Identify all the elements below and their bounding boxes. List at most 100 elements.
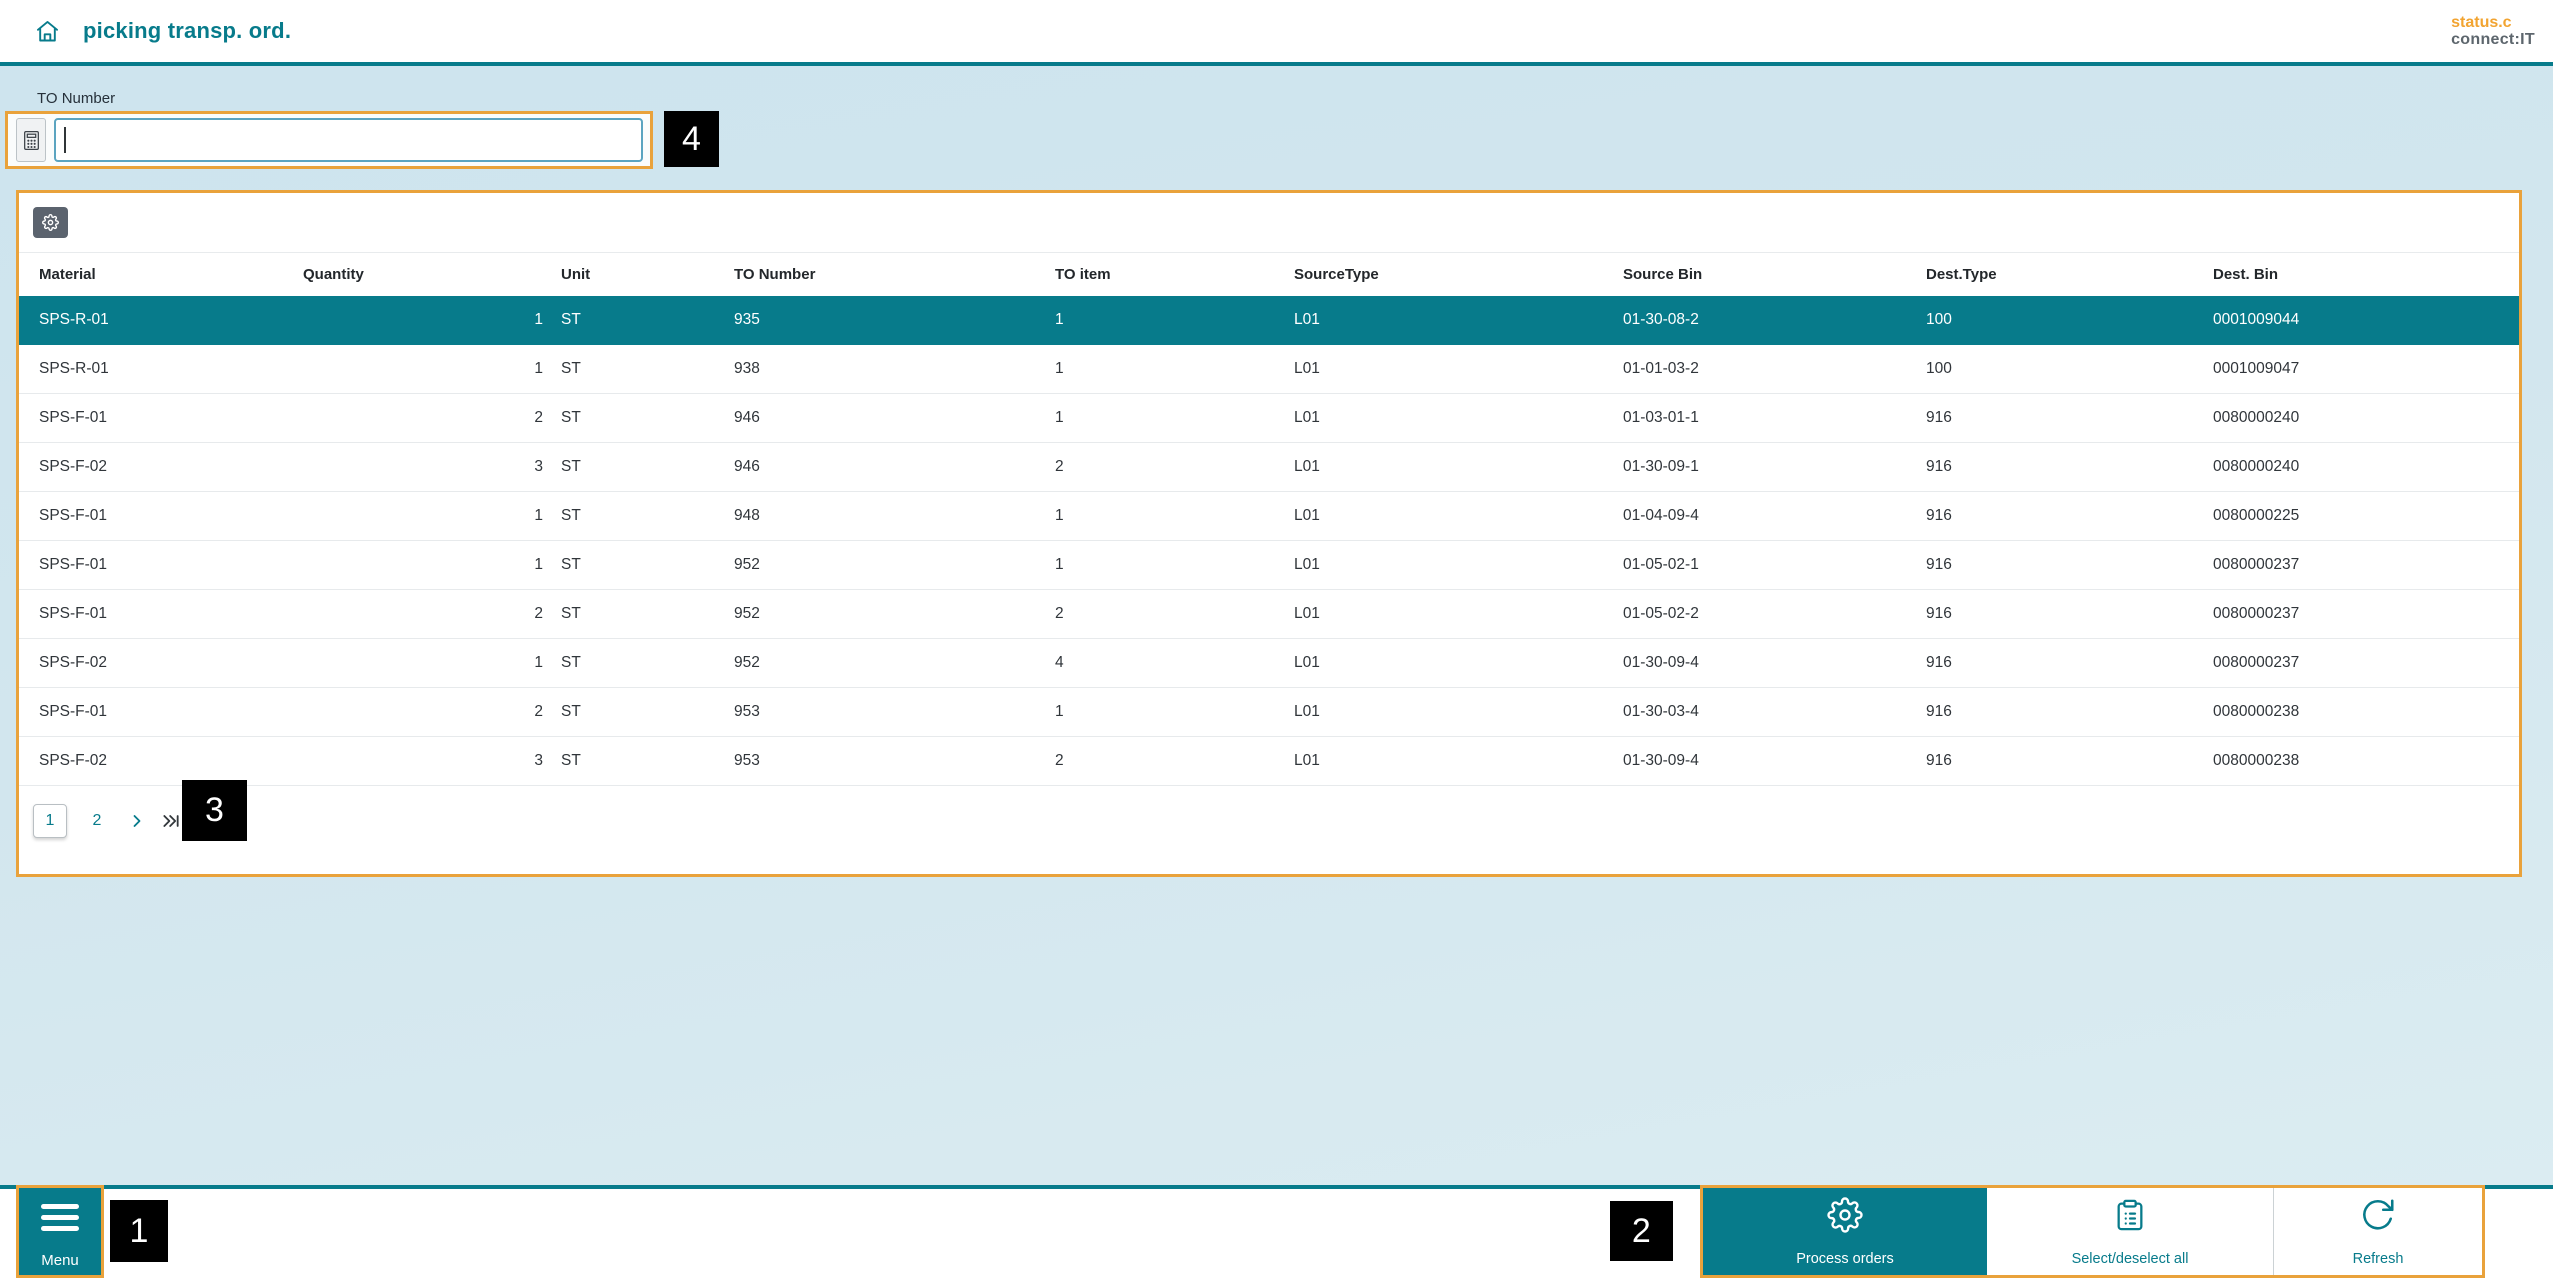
table-cell: 953	[734, 703, 760, 720]
table-cell: 01-30-09-4	[1623, 752, 1699, 769]
table-cell: 0001009044	[2213, 311, 2300, 328]
keypad-icon	[23, 130, 39, 150]
table-cell: 01-04-09-4	[1623, 507, 1699, 524]
table-cell: 1	[1055, 409, 1064, 426]
table-cell: 0080000225	[2213, 507, 2300, 524]
settings-gear-icon	[42, 214, 59, 231]
table-cell: ST	[561, 654, 581, 671]
gear-icon	[1827, 1197, 1863, 1233]
table-cell: 01-03-01-1	[1623, 409, 1699, 426]
chevron-right-icon	[133, 815, 141, 827]
table-cell: 100	[1926, 360, 1952, 377]
table-cell: 01-05-02-2	[1623, 605, 1699, 622]
table-cell: L01	[1294, 752, 1320, 769]
table-row[interactable]: SPS-F-02 3 ST 946 2 L01 01-30-09-1 916 008000024…	[19, 443, 2519, 492]
table-cell: L01	[1294, 605, 1320, 622]
action-buttons-group: Process orders Select/deselect all Refre…	[1700, 1185, 2485, 1278]
column-header-to-number[interactable]: TO Number	[734, 266, 816, 283]
table-cell: ST	[561, 458, 581, 475]
menu-button[interactable]: Menu	[16, 1185, 104, 1278]
table-cell: L01	[1294, 458, 1320, 475]
table-row[interactable]: SPS-F-02 3 ST 953 2 L01 01-30-09-4 916 008000023…	[19, 737, 2519, 786]
table-cell: 0080000238	[2213, 752, 2300, 769]
table-cell: 1	[1055, 507, 1064, 524]
table-cell: 916	[1926, 703, 1952, 720]
next-page-button[interactable]	[127, 811, 147, 831]
table-cell: 01-30-03-4	[1623, 703, 1699, 720]
table-cell: L01	[1294, 507, 1320, 524]
table-cell: ST	[561, 605, 581, 622]
table-cell: 0080000240	[2213, 409, 2300, 426]
table-header-row: Material Quantity Unit TO Number TO item Sour…	[19, 253, 2519, 296]
table-row[interactable]: SPS-R-01 1 ST 935 1 L01 01-30-08-2 100 000100904…	[19, 296, 2519, 345]
annotation-badge-1: 1	[110, 1200, 168, 1262]
table-cell: 1	[1055, 311, 1064, 328]
column-header-unit[interactable]: Unit	[561, 266, 591, 283]
refresh-button[interactable]: Refresh	[2273, 1188, 2482, 1275]
select-deselect-all-label: Select/deselect all	[2071, 1251, 2189, 1267]
page-button-2[interactable]: 2	[92, 812, 102, 829]
table-cell: SPS-F-02	[39, 752, 108, 769]
last-page-icon	[163, 815, 179, 827]
table-cell: 2	[534, 409, 543, 426]
column-header-material[interactable]: Material	[39, 266, 96, 283]
table-cell: SPS-F-01	[39, 605, 108, 622]
table-cell: 01-30-09-4	[1623, 654, 1699, 671]
table-cell: ST	[561, 507, 581, 524]
column-header-dest-type[interactable]: Dest.Type	[1926, 266, 1997, 283]
page-button-1[interactable]: 1	[33, 804, 67, 838]
top-bar: picking transp. ord. status.c connect:IT	[0, 0, 2553, 66]
table-cell: 0080000240	[2213, 458, 2300, 475]
column-header-dest-bin[interactable]: Dest. Bin	[2213, 266, 2279, 283]
select-deselect-all-button[interactable]: Select/deselect all	[1987, 1188, 2273, 1275]
text-caret	[64, 127, 66, 153]
table-row[interactable]: SPS-F-01 2 ST 946 1 L01 01-03-01-1 916 008000024…	[19, 394, 2519, 443]
home-icon[interactable]	[34, 18, 61, 45]
column-header-to-item[interactable]: TO item	[1055, 266, 1111, 283]
table-cell: L01	[1294, 360, 1320, 377]
table-cell: 01-01-03-2	[1623, 360, 1699, 377]
table-cell: ST	[561, 703, 581, 720]
brand-line2: connect:IT	[2451, 31, 2535, 48]
table-cell: SPS-F-01	[39, 703, 108, 720]
column-header-sourcetype[interactable]: SourceType	[1294, 266, 1379, 283]
table-cell: 2	[1055, 458, 1064, 475]
table-cell: 938	[734, 360, 760, 377]
column-header-quantity[interactable]: Quantity	[303, 266, 364, 283]
table-cell: 1	[1055, 703, 1064, 720]
to-number-input[interactable]	[54, 118, 643, 162]
to-number-label: TO Number	[37, 90, 116, 107]
matchcode-button[interactable]	[16, 118, 46, 162]
table-cell: SPS-F-02	[39, 458, 108, 475]
table-cell: 916	[1926, 507, 1952, 524]
table-row[interactable]: SPS-F-02 1 ST 952 4 L01 01-30-09-4 916 008000023…	[19, 639, 2519, 688]
table-row[interactable]: SPS-F-01 1 ST 948 1 L01 01-04-09-4 916 008000022…	[19, 492, 2519, 541]
table-cell: 916	[1926, 605, 1952, 622]
menu-label: Menu	[41, 1252, 79, 1269]
table-cell: 1	[534, 360, 543, 377]
table-cell: SPS-R-01	[39, 360, 109, 377]
table-cell: 946	[734, 458, 760, 475]
table-cell: 916	[1926, 654, 1952, 671]
table-toolbar	[19, 193, 2519, 253]
refresh-icon	[2363, 1199, 2394, 1230]
table-row[interactable]: SPS-F-01 2 ST 952 2 L01 01-05-02-2 916 008000023…	[19, 590, 2519, 639]
column-header-source-bin[interactable]: Source Bin	[1623, 266, 1703, 283]
table-cell: 2	[1055, 605, 1064, 622]
table-cell: L01	[1294, 311, 1320, 328]
process-orders-button[interactable]: Process orders	[1703, 1188, 1987, 1275]
table-settings-button[interactable]	[33, 207, 68, 238]
table-cell: 948	[734, 507, 760, 524]
table-row[interactable]: SPS-F-01 1 ST 952 1 L01 01-05-02-1 916 008000023…	[19, 541, 2519, 590]
table-cell: 916	[1926, 556, 1952, 573]
table-cell: 952	[734, 654, 760, 671]
last-page-button[interactable]	[160, 811, 182, 831]
table-cell: 0080000237	[2213, 556, 2300, 573]
table-cell: 2	[534, 703, 543, 720]
table-cell: 1	[1055, 360, 1064, 377]
table-cell: 1	[534, 507, 543, 524]
table-cell: 0001009047	[2213, 360, 2300, 377]
table-row[interactable]: SPS-F-01 2 ST 953 1 L01 01-30-03-4 916 008000023…	[19, 688, 2519, 737]
table-row[interactable]: SPS-R-01 1 ST 938 1 L01 01-01-03-2 100 000100904…	[19, 345, 2519, 394]
